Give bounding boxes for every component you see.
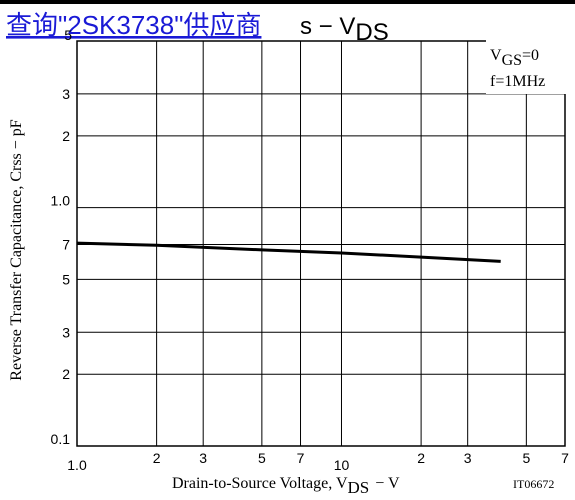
x-tick-label: 2 (417, 450, 425, 466)
y-tick-label: 1.0 (51, 193, 71, 209)
x-tick-label: 1.0 (67, 457, 87, 473)
conditions-annotation: VGS=0 f=1MHz (486, 40, 567, 94)
chart-title: s − VDS (300, 13, 389, 46)
grid-lines (77, 41, 565, 446)
plot-frame (76, 40, 566, 447)
y-tick-label: 7 (62, 237, 70, 253)
figure-code: IT06672 (513, 477, 554, 491)
supplier-query-link[interactable]: 查询"2SK3738"供应商 (6, 10, 261, 40)
x-tick-label: 7 (297, 450, 305, 466)
crss-curve (76, 241, 501, 263)
x-tick-label: 10 (334, 457, 350, 473)
chart-title-subscript: DS (355, 19, 388, 46)
x-tick-label: 7 (561, 450, 569, 466)
y-tick-label: 0.1 (51, 431, 71, 447)
vgs-condition: VGS=0 (490, 47, 539, 69)
frequency-condition: f=1MHz (490, 73, 545, 90)
y-tick-labels: 0.1 2 3 5 7 1.0 2 3 5 (51, 27, 73, 447)
x-tick-labels: 1.0 2 3 5 7 10 2 3 5 7 (67, 450, 569, 473)
y-axis-label: Reverse Transfer Capacitance, Crss − pF (8, 119, 25, 381)
x-tick-label: 2 (153, 450, 161, 466)
annotation-background (486, 40, 567, 94)
x-tick-label: 3 (464, 450, 472, 466)
y-tick-label: 2 (62, 366, 70, 382)
chart-title-text: s − V (300, 13, 355, 40)
supplier-query-link-text[interactable]: 查询"2SK3738"供应商 (6, 10, 261, 40)
x-tick-label: 3 (199, 450, 207, 466)
x-axis-label: Drain-to-Source Voltage, VDS − V (172, 475, 400, 497)
x-tick-label: 5 (522, 450, 530, 466)
y-tick-label: 3 (62, 86, 70, 102)
data-series (76, 241, 501, 263)
top-rule (0, 0, 575, 4)
x-tick-label: 5 (258, 450, 266, 466)
y-tick-label: 5 (64, 27, 72, 43)
y-tick-label: 5 (62, 271, 70, 287)
y-tick-label: 3 (62, 324, 70, 340)
y-tick-label: 2 (62, 128, 70, 144)
